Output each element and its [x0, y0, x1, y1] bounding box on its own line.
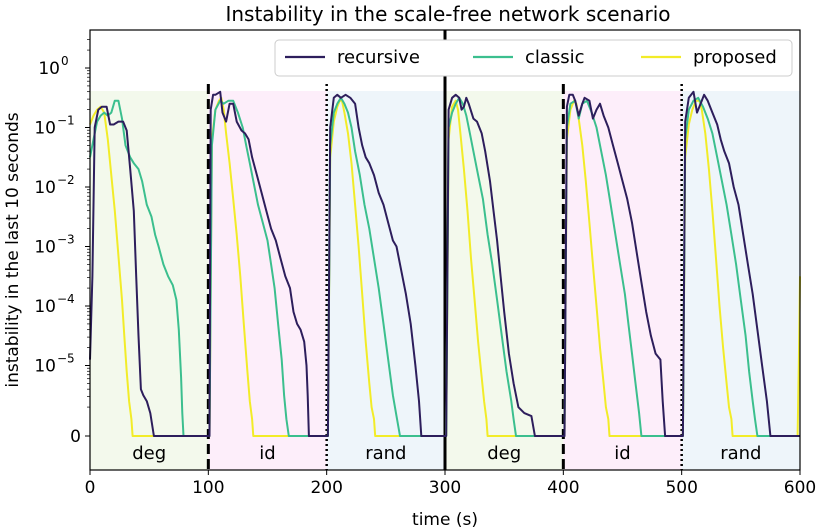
y-tick-label-2: 10: [34, 297, 56, 317]
y-axis-label: instability in the last 10 seconds: [3, 112, 23, 387]
region-band-2: [326, 91, 445, 470]
region-label-4: id: [614, 443, 630, 464]
y-tick-label-6: 10: [38, 59, 60, 79]
y-tick-exp-2: −4: [57, 292, 75, 306]
x-axis-label: time (s): [412, 510, 478, 529]
region-label-2: rand: [365, 443, 406, 464]
series-line-1: [89, 96, 800, 437]
y-tick-label-3: 10: [34, 238, 56, 258]
series-layer: [89, 90, 801, 437]
y-tick-exp-1: −5: [57, 352, 75, 366]
y-tick-label-1: 10: [34, 357, 56, 377]
y-tick-label-4: 10: [34, 178, 56, 198]
y-tick-label-5: 10: [34, 119, 56, 139]
region-label-5: rand: [720, 443, 761, 464]
x-tick-label-4: 400: [547, 478, 579, 498]
region-label-3: deg: [487, 443, 521, 464]
legend: recursive classic proposed: [274, 39, 793, 77]
ticks-layer: 0 100 200 300 400 500 600010−510−410−310−210−1…: [34, 39, 816, 498]
legend-entry-2: proposed: [693, 47, 777, 68]
dividers-layer: [206, 30, 683, 470]
x-tick-label-5: 500: [665, 478, 697, 498]
x-tick-label-2: 200: [310, 478, 342, 498]
legend-box: [274, 39, 793, 77]
x-tick-label-3: 300: [429, 478, 461, 498]
region-label-1: id: [259, 443, 275, 464]
y-tick-exp-5: −1: [57, 114, 75, 128]
x-tick-label-6: 600: [784, 478, 816, 498]
x-tick-label-0: 0: [85, 478, 96, 498]
region-band-3: [445, 91, 564, 470]
legend-entry-0: recursive: [337, 47, 420, 68]
y-tick-exp-6: 0: [61, 54, 69, 68]
y-tick-exp-3: −3: [57, 233, 75, 247]
series-line-0: [89, 90, 800, 437]
region-labels-layer: deg id rand deg id rand: [132, 443, 761, 464]
legend-entry-1: classic: [525, 47, 585, 68]
region-label-0: deg: [132, 443, 166, 464]
chart-title: Instability in the scale-free network sc…: [225, 2, 670, 26]
region-band-5: [681, 91, 800, 470]
y-tick-exp-4: −2: [57, 173, 75, 187]
y-tick-label-0: 0: [70, 427, 81, 447]
x-tick-label-1: 100: [192, 478, 224, 498]
